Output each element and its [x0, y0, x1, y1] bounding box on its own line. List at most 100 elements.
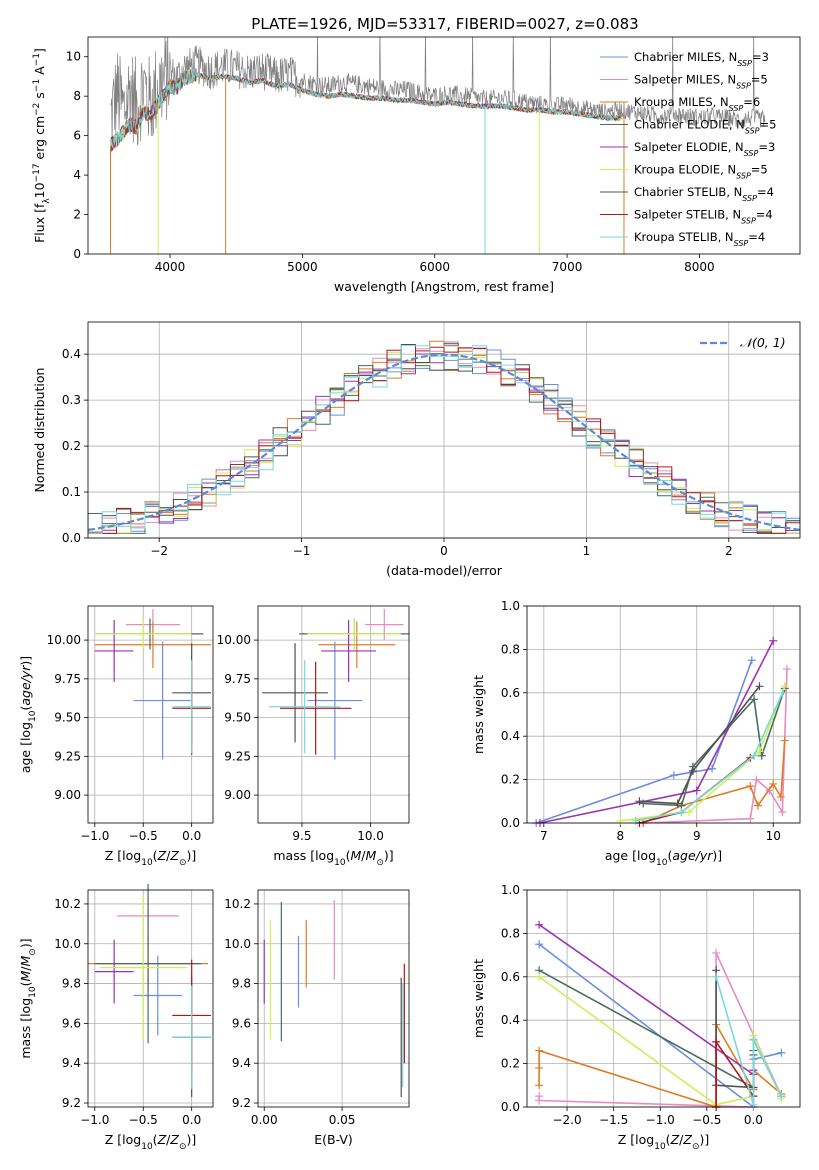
mass-vs-ebv-axes: [254, 890, 409, 1111]
weight-vs-age-point-marker: [752, 775, 761, 784]
weight-vs-Z-point-marker: [712, 1037, 721, 1046]
age-vs-mass-frame: [257, 605, 410, 824]
residuals-xlabel: (data-model)/error: [386, 563, 503, 578]
weight-vs-Z-xtick-label: −0.5: [692, 1113, 721, 1127]
weight-vs-Z-ytick-label: 0.2: [501, 1057, 520, 1071]
weight-vs-Z-ytick-label: 0.4: [501, 1013, 520, 1027]
age-vs-Z-frame: [87, 605, 214, 824]
mass-vs-Z-ylabel: mass [log10(M/M⊙)]: [18, 938, 38, 1058]
weight-vs-Z-xtick-label: −2.0: [552, 1113, 581, 1127]
age-vs-mass-ytick-label: 9.25: [224, 749, 251, 763]
weight-vs-age-point-marker: [776, 792, 785, 801]
weight-vs-age-series-line: [643, 688, 786, 807]
figure-title: PLATE=1926, MJD=53317, FIBERID=0027, z=0…: [251, 15, 638, 33]
spectrum-legend-label: Salpeter STELIB, NSSP=4: [634, 208, 773, 226]
residuals-normal-curve: [87, 353, 801, 531]
weight-vs-Z-frame: [526, 889, 801, 1108]
weight-vs-Z-ytick-label: 0.6: [501, 970, 520, 984]
spectrum-legend-label: Salpeter MILES, NSSP=5: [634, 73, 768, 91]
residuals-xtick-label: 1: [583, 544, 591, 558]
spectrum-ytick-label: 10: [66, 50, 81, 64]
spectrum-xtick-label: 6000: [419, 260, 450, 274]
weight-vs-age-point-marker: [780, 736, 789, 745]
weight-vs-age-point-marker: [755, 682, 764, 691]
weight-vs-age-point-marker: [677, 808, 686, 817]
weight-vs-age-point-marker: [631, 816, 640, 825]
weight-vs-Z-xtick-label: −1.0: [646, 1113, 675, 1127]
spectrum-ylabel: Flux [fλ10−17 erg cm−2 s−1 A−1]: [32, 48, 52, 243]
mass-vs-Z-xtick-label: −1.0: [80, 1113, 109, 1127]
residuals-xtick-label: −1: [293, 544, 311, 558]
mass-vs-ebv-ytick-label: 9.6: [232, 1016, 251, 1030]
residuals-xtick-label: 0: [440, 544, 448, 558]
mass-vs-Z-ytick-label: 9.2: [62, 1096, 81, 1110]
spectrum-ytick-label: 8: [73, 89, 81, 103]
mass-vs-Z-ytick-label: 10.2: [54, 897, 81, 911]
spectrum-frame: [87, 36, 801, 255]
residuals-histogram: [88, 345, 800, 534]
weight-vs-Z-point-marker: [535, 1081, 544, 1090]
spectrum-legend-label: Kroupa STELIB, NSSP=4: [634, 230, 765, 248]
weight-vs-age-frame: [526, 605, 801, 824]
weight-vs-Z-point-marker: [535, 940, 544, 949]
spectrum-legend-label: Salpeter ELODIE, NSSP=3: [634, 140, 775, 158]
mass-vs-Z-ytick-label: 9.4: [62, 1056, 81, 1070]
mass-vs-ebv-xtick-label: 0.05: [329, 1113, 356, 1127]
mass-vs-Z-xlabel: Z [log10(Z/Z⊙)]: [105, 1132, 197, 1152]
weight-vs-age-ytick-label: 0.8: [501, 642, 520, 656]
weight-vs-age-point-marker: [708, 764, 717, 773]
age-vs-mass-xlabel: mass [log10(M/M⊙)]: [273, 848, 393, 868]
age-vs-mass-ytick-label: 9.50: [224, 711, 251, 725]
residuals-frame: [87, 321, 801, 539]
weight-vs-Z-xtick-label: −1.5: [599, 1113, 628, 1127]
weight-vs-age-ytick-label: 0.0: [501, 816, 520, 830]
spectrum-xtick-label: 5000: [287, 260, 318, 274]
weight-vs-age-point-marker: [783, 664, 791, 673]
weight-vs-age-point-marker: [746, 814, 755, 823]
weight-vs-age-point-marker: [673, 799, 682, 808]
spectrum-ytick-label: 6: [73, 129, 81, 143]
mass-vs-Z-ytick-label: 10.0: [54, 937, 81, 951]
weight-vs-Z-point-marker: [535, 972, 544, 981]
residuals-ytick-label: 0.3: [62, 393, 81, 407]
weight-vs-age-point-marker: [753, 801, 762, 810]
weight-vs-Z-point-marker: [712, 948, 721, 957]
weight-vs-age-point-marker: [750, 751, 759, 760]
mass-vs-ebv-xtick-label: 0.00: [251, 1113, 278, 1127]
weight-vs-Z-ylabel: mass weight: [471, 959, 486, 1038]
weight-vs-Z-xtick-label: 0.0: [744, 1113, 763, 1127]
spectrum-ytick-label: 4: [73, 168, 81, 182]
mass-vs-ebv-xlabel: E(B-V): [314, 1132, 353, 1147]
mass-vs-ebv-ytick-label: 9.4: [232, 1056, 251, 1070]
weight-vs-Z-point-marker: [535, 1096, 544, 1105]
age-vs-mass-xtick-label: 10.0: [357, 829, 384, 843]
mass-vs-ebv-ytick-label: 10.0: [224, 937, 251, 951]
mass-vs-ebv-ytick-label: 10.2: [224, 897, 251, 911]
weight-vs-age-xtick-label: 10: [766, 829, 781, 843]
weight-vs-age-series-line: [635, 692, 784, 822]
age-vs-Z-ylabel: age [log10(age/yr)]: [18, 656, 38, 773]
mass-vs-Z-xtick-label: 0.0: [182, 1113, 201, 1127]
residuals-xtick-label: −2: [150, 544, 168, 558]
age-vs-Z-xtick-label: −1.0: [80, 829, 109, 843]
weight-vs-age-point-marker: [635, 797, 644, 806]
age-vs-mass-ytick-label: 10.00: [217, 633, 251, 647]
mass-vs-ebv-ytick-label: 9.8: [232, 977, 251, 991]
age-vs-Z-xtick-label: −0.5: [129, 829, 158, 843]
age-vs-Z-axes: [84, 606, 213, 827]
age-vs-mass-axes: [254, 606, 409, 827]
weight-vs-age-xlabel: age [log10(age/yr)]: [605, 848, 722, 868]
weight-vs-age-series-line: [643, 668, 788, 824]
spectrum-xlabel: wavelength [Angstrom, rest frame]: [334, 279, 554, 294]
spectrum-legend-label: Kroupa MILES, NSSP=6: [634, 95, 760, 113]
residuals-ytick-label: 0.1: [62, 485, 81, 499]
spectrum-legend-label: Chabrier STELIB, NSSP=4: [634, 185, 774, 203]
age-vs-Z-ytick-label: 9.00: [54, 788, 81, 802]
spectrum-legend-label: Chabrier MILES, NSSP=3: [634, 50, 769, 68]
weight-vs-age-point-marker: [616, 816, 625, 825]
weight-vs-age-point-marker: [769, 636, 778, 645]
weight-vs-Z-axes: [523, 889, 800, 1111]
weight-vs-age-point-marker: [685, 808, 694, 817]
weight-vs-age-xtick-label: 9: [693, 829, 701, 843]
